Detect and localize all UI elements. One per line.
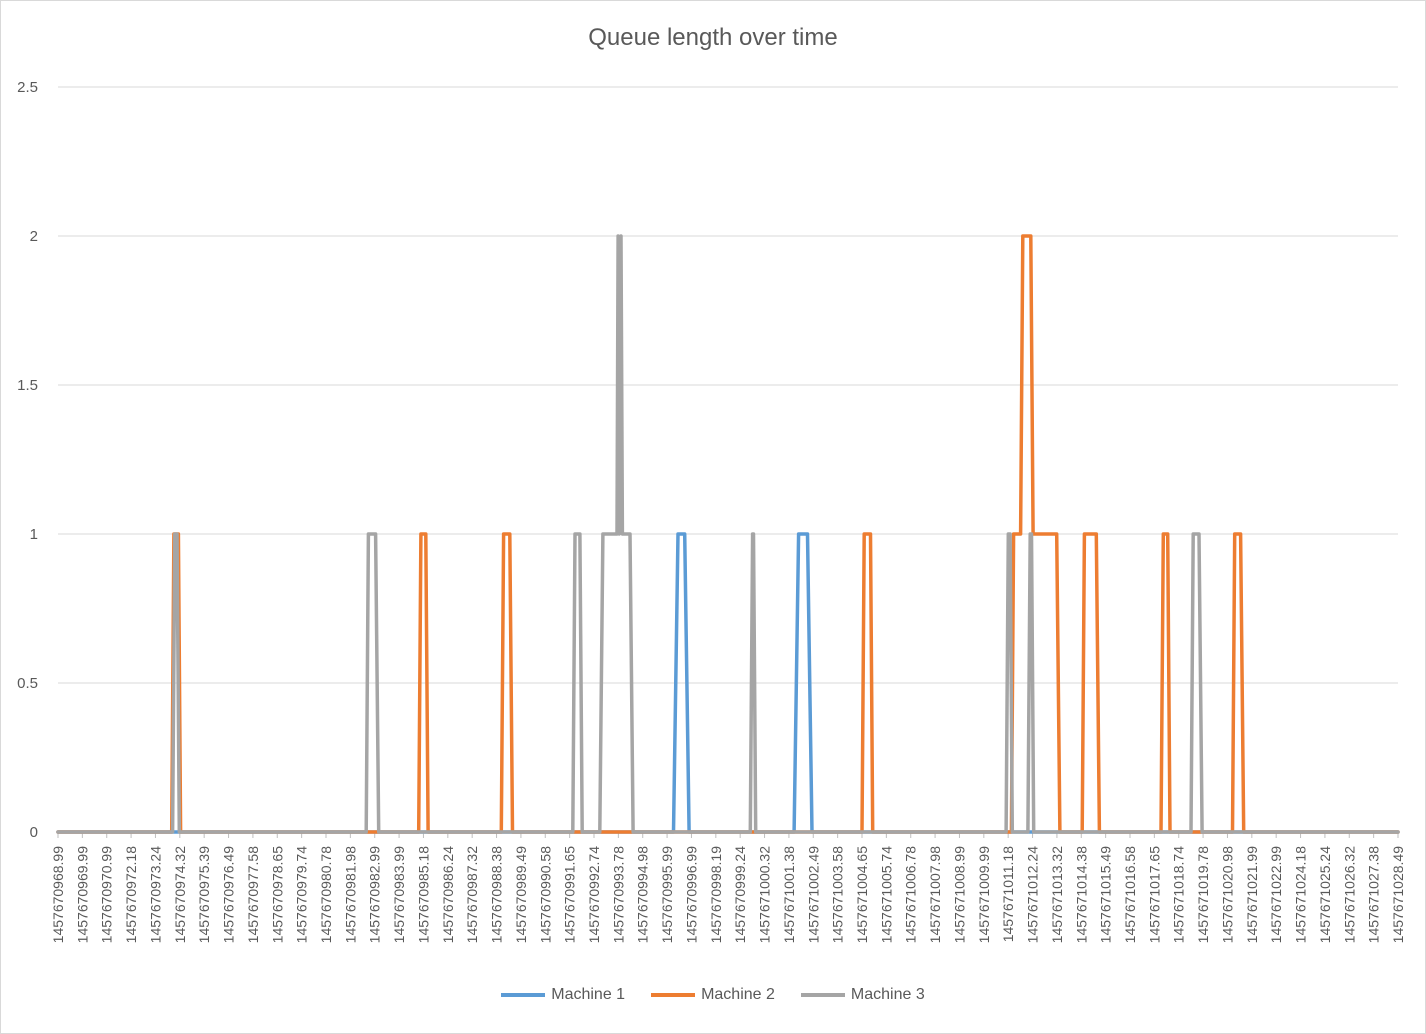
x-tick-label: 1457670977.58	[245, 846, 261, 944]
x-tick-label: 1457670996.99	[683, 846, 699, 944]
x-tick-label: 1457670973.24	[147, 846, 163, 944]
x-tick-label: 1457671026.32	[1341, 846, 1357, 944]
x-tick-label: 1457671018.74	[1171, 846, 1187, 944]
x-tick-label: 1457670995.99	[659, 846, 675, 944]
x-tick-label: 1457670976.49	[221, 846, 237, 944]
legend-label-machine-3: Machine 3	[850, 986, 925, 1003]
legend-swatch-machine-1	[501, 993, 546, 997]
legend-swatch-machine-2	[651, 993, 696, 997]
x-tick-label: 1457670979.74	[294, 846, 310, 944]
legend-item-machine-3: Machine 3	[800, 986, 925, 1004]
x-tick-label: 1457671014.38	[1073, 846, 1089, 944]
x-tick-label: 1457671027.38	[1366, 846, 1382, 944]
x-tick-label: 1457670999.24	[732, 846, 748, 944]
x-tick-label: 1457671006.78	[903, 846, 919, 944]
x-tick-label: 1457671021.99	[1244, 846, 1260, 944]
x-tick-label: 1457670989.49	[513, 846, 529, 944]
x-tick-label: 1457671005.74	[878, 846, 894, 944]
x-tick-label: 1457670981.98	[342, 846, 358, 944]
x-tick-label: 1457670986.24	[440, 846, 456, 944]
y-tick-label: 1	[30, 526, 38, 543]
series-line-machine-3	[56, 234, 1400, 834]
x-tick-label: 1457670974.32	[172, 846, 188, 944]
x-tick-label: 1457670993.78	[610, 846, 626, 944]
y-tick-label: 0	[30, 824, 38, 841]
x-tick-label: 1457670975.39	[196, 846, 212, 944]
x-tick-label: 1457670980.78	[318, 846, 334, 944]
chart-title: Queue length over time	[588, 24, 838, 51]
x-tick-label: 1457670998.19	[708, 846, 724, 944]
y-tick-label: 1.5	[17, 377, 38, 394]
x-tick-label: 1457670968.99	[50, 846, 66, 944]
x-tick-label: 1457671024.18	[1293, 846, 1309, 944]
x-tick-label: 1457670972.18	[123, 846, 139, 944]
x-tick-label: 1457670988.38	[489, 846, 505, 944]
x-tick-label: 1457671025.24	[1317, 846, 1333, 944]
legend-item-machine-1: Machine 1	[501, 986, 625, 1004]
x-tick-label: 1457671000.32	[757, 846, 773, 944]
x-tick-label: 1457671007.98	[927, 846, 943, 944]
x-tick-label: 1457670983.99	[391, 846, 407, 944]
x-tick-label: 1457671015.49	[1098, 846, 1114, 944]
chart-legend: Machine 1 Machine 2 Machine 3	[0, 986, 1426, 1004]
y-tick-label: 2	[30, 228, 38, 245]
legend-label-machine-1: Machine 1	[551, 986, 626, 1003]
x-tick-label: 1457670982.99	[367, 846, 383, 944]
x-tick-label: 1457671002.49	[805, 846, 821, 944]
x-tick-label: 1457671012.24	[1025, 846, 1041, 944]
x-tick-label: 1457671022.99	[1268, 846, 1284, 944]
x-tick-label: 1457671028.49	[1390, 846, 1406, 944]
x-tick-label: 1457670969.99	[74, 846, 90, 944]
x-tick-label: 1457671003.58	[830, 846, 846, 944]
x-tick-label: 1457671013.32	[1049, 846, 1065, 944]
legend-swatch-machine-3	[800, 993, 845, 997]
x-tick-label: 1457671019.78	[1195, 846, 1211, 944]
x-tick-label: 1457671001.38	[781, 846, 797, 944]
x-tick-label: 1457670991.65	[562, 846, 578, 944]
x-tick-label: 1457670987.32	[464, 846, 480, 944]
x-tick-label: 1457670992.74	[586, 846, 602, 944]
legend-label-machine-2: Machine 2	[701, 986, 775, 1003]
y-tick-label: 0.5	[17, 675, 38, 692]
x-tick-label: 1457670978.65	[269, 846, 285, 944]
x-tick-label: 1457671011.18	[1000, 846, 1016, 942]
x-tick-label: 1457670970.99	[99, 846, 115, 944]
x-tick-label: 1457671008.99	[951, 846, 967, 944]
x-tick-label: 1457670985.18	[415, 846, 431, 944]
x-tick-label: 1457671004.65	[854, 846, 870, 944]
x-tick-label: 1457671009.99	[976, 846, 992, 944]
x-tick-label: 1457670990.58	[537, 846, 553, 944]
legend-item-machine-2: Machine 2	[651, 986, 775, 1004]
y-tick-label: 2.5	[17, 79, 38, 96]
x-tick-label: 1457670994.98	[635, 846, 651, 944]
x-tick-label: 1457671016.58	[1122, 846, 1138, 944]
x-tick-label: 1457671017.65	[1146, 846, 1162, 944]
x-tick-label: 1457671020.98	[1219, 846, 1235, 944]
